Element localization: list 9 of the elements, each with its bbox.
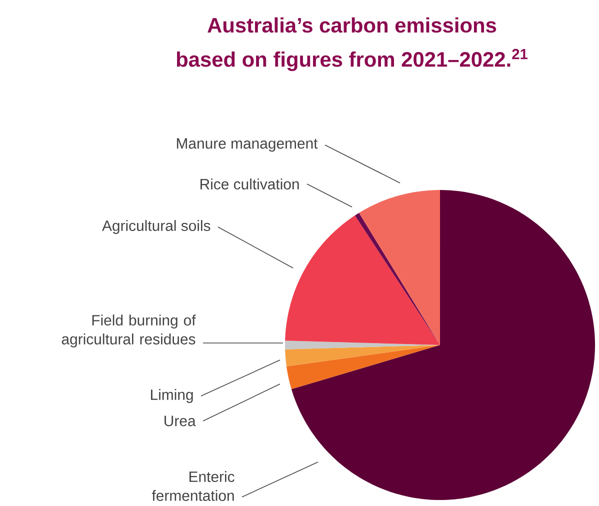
slice-label: Urea (164, 416, 196, 426)
slice-label: Manure management (176, 138, 318, 152)
slice-label: Rice cultivation (200, 178, 299, 190)
slice-label: Agricultural soils (102, 220, 210, 234)
chart-subtitle: based on figures from 2021–2022.$^{21}$ (176, 48, 528, 72)
slice-label: Field burning of agricultural residues (62, 314, 196, 348)
slice-label: Enteric fermentation (152, 471, 234, 501)
slice-label: Liming (151, 389, 193, 403)
chart-title: Australia’s carbon emissions (208, 17, 496, 33)
